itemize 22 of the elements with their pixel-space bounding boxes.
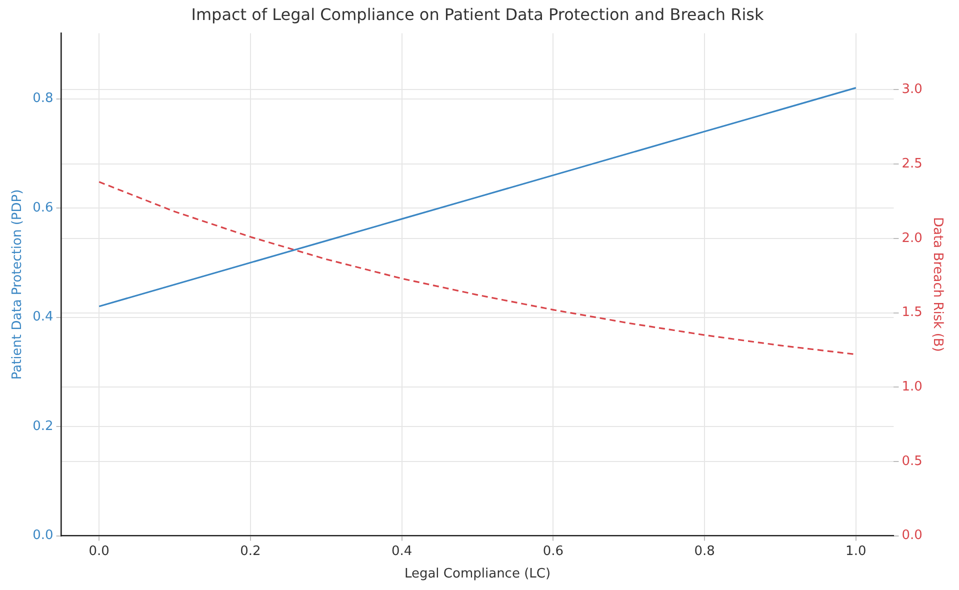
y2-tick-label: 0.0: [902, 528, 922, 544]
y2-tick-label: 3.0: [902, 82, 922, 98]
y2-tick-label: 1.5: [902, 305, 922, 320]
y-tick-label: 0.6: [32, 200, 54, 216]
y2-axis-title: Data Breach Risk (B): [930, 217, 945, 352]
x-tick-label: 0.6: [542, 544, 564, 559]
y-tick-label: 0.0: [32, 528, 54, 544]
y-tick-label: 0.2: [32, 418, 54, 434]
y2-tick-label: 2.5: [902, 156, 922, 172]
y2-tick-label: 2.0: [902, 230, 922, 246]
y2-tick-label: 1.0: [902, 379, 922, 394]
x-axis-title: Legal Compliance (LC): [404, 566, 551, 582]
y-tick-label: 0.4: [32, 310, 54, 325]
y-axis-title: Patient Data Protection (PDP): [10, 189, 26, 380]
x-tick-label: 0.4: [391, 544, 412, 559]
x-tick-label: 0.2: [240, 544, 261, 559]
x-tick-label: 0.8: [694, 544, 715, 559]
y2-tick-label: 0.5: [902, 454, 922, 469]
x-tick-label: 1.0: [846, 544, 866, 559]
chart-title: Impact of Legal Compliance on Patient Data Protection and Breach Risk: [191, 4, 764, 24]
x-tick-label: 0.0: [88, 544, 110, 559]
y-tick-label: 0.8: [32, 91, 54, 106]
